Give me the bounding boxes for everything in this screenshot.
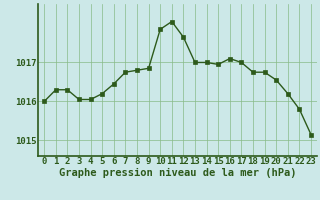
- X-axis label: Graphe pression niveau de la mer (hPa): Graphe pression niveau de la mer (hPa): [59, 168, 296, 178]
